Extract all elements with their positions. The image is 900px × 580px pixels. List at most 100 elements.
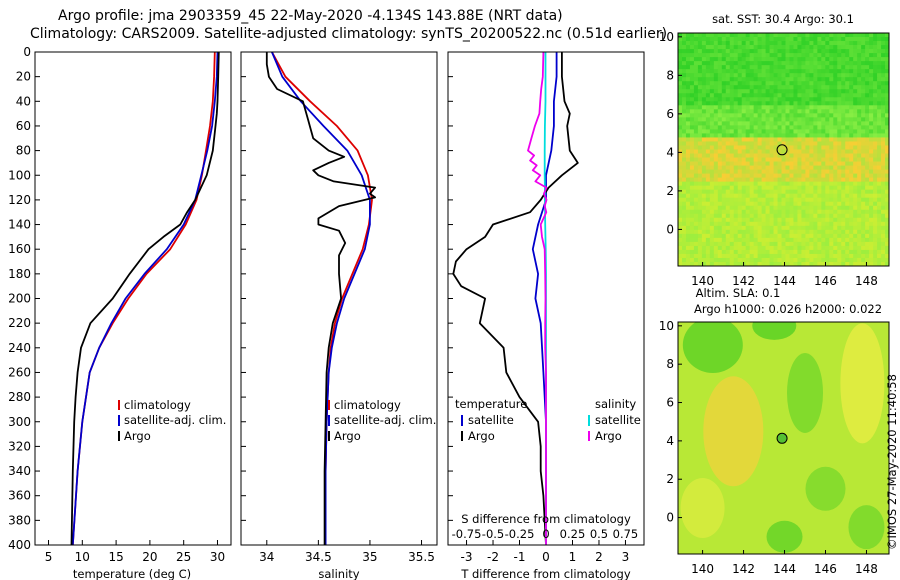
sst-map-cell (761, 121, 766, 126)
sst-map-cell (709, 45, 715, 50)
sst-map-cell (881, 209, 886, 215)
sst-map-cell (869, 33, 874, 38)
sst-map-cell (885, 73, 889, 78)
sst-map-cell (741, 257, 747, 263)
sst-map-cell (685, 209, 691, 215)
sst-map-cell (717, 181, 723, 187)
sst-map-cell (817, 169, 822, 175)
sst-map-cell (837, 261, 842, 266)
sst-map-cell (773, 257, 778, 263)
sst-map-cell (809, 161, 814, 166)
sst-map-cell (693, 233, 699, 239)
sst-map-cell (789, 117, 794, 122)
sst-map-cell (713, 105, 719, 110)
sst-map-cell (713, 221, 719, 227)
sst-map-cell (678, 41, 683, 46)
sst-map-cell (678, 129, 683, 134)
sst-map-cell (793, 261, 798, 266)
sst-map-cell (733, 237, 739, 243)
sst-map-cell (805, 201, 810, 207)
sst-map-cell (765, 65, 770, 70)
sst-map-cell (685, 201, 691, 207)
sst-map-cell (805, 193, 810, 199)
sst-map-cell (829, 33, 834, 38)
sst-map-cell (777, 181, 782, 187)
sst-map-cell (885, 125, 889, 130)
sst-map-cell (769, 145, 774, 150)
sst-map-cell (797, 169, 802, 175)
sst-map-cell (825, 137, 830, 142)
sst-map-cell (813, 177, 818, 183)
sst-map-cell (745, 233, 751, 239)
sst-map-cell (861, 65, 866, 70)
sst-map-cell (805, 185, 810, 191)
sst-map-cell (709, 121, 715, 126)
sst-map-cell (869, 161, 874, 166)
sst-map-cell (753, 201, 759, 207)
sst-map-cell (833, 185, 838, 191)
sst-map-cell (817, 61, 822, 66)
sst-map-cell (761, 125, 766, 130)
sst-map-cell (713, 85, 719, 90)
sst-map-cell (853, 57, 858, 62)
sst-map-cell (841, 153, 846, 158)
sst-map-cell (717, 257, 723, 263)
sst-map-cell (737, 85, 743, 90)
depth-tick-label: 20 (16, 70, 31, 84)
sst-map-cell (861, 137, 866, 142)
sst-map-cell (749, 225, 755, 231)
sst-map-cell (785, 153, 790, 158)
sst-map-cell (737, 161, 743, 166)
sst-map-cell (749, 73, 755, 78)
sst-map-cell (729, 245, 735, 251)
sst-map-cell (709, 149, 715, 154)
difference-secondary-tick-label: 0.25 (560, 527, 586, 541)
sst-map-cell (857, 57, 862, 62)
sst-map-cell (697, 257, 703, 263)
sst-map-cell (833, 257, 838, 263)
sst-map-cell (701, 213, 707, 219)
sst-map-cell (693, 93, 699, 98)
sst-map-cell (717, 173, 723, 179)
sst-map-cell (781, 133, 786, 138)
sst-map-cell (697, 101, 703, 106)
sst-map-cell (705, 97, 711, 102)
sst-map-cell (697, 97, 703, 102)
sst-map-cell (741, 241, 747, 247)
sst-map-cell (829, 105, 834, 110)
sst-map-cell (717, 85, 723, 90)
sst-map-cell (693, 69, 699, 74)
sst-map-cell (833, 217, 838, 223)
difference-legend-temperature-heading: temperature (455, 397, 527, 411)
sst-map-cell (737, 225, 743, 231)
sst-map-cell (829, 101, 834, 106)
sst-map-cell (741, 161, 747, 166)
sst-map-cell (701, 97, 707, 102)
sst-map-cell (753, 229, 759, 235)
sst-map-cell (789, 249, 794, 255)
sst-map-cell (777, 245, 782, 251)
sst-map-cell (885, 241, 889, 247)
sst-map-cell (749, 217, 755, 223)
sst-map-cell (837, 245, 842, 251)
sst-map-cell (689, 109, 695, 114)
sst-map-cell (865, 81, 870, 86)
sst-map-cell (769, 117, 774, 122)
sst-map-cell (801, 209, 806, 215)
sst-map-cell (829, 261, 834, 266)
sst-map-cell (749, 141, 755, 146)
sst-map-cell (701, 89, 707, 94)
sst-map-y-tick-label: 4 (666, 145, 674, 159)
sst-map-cell (721, 49, 727, 54)
sst-map-cell (681, 213, 687, 219)
sst-map-cell (805, 141, 810, 146)
sst-map-cell (781, 109, 786, 114)
sst-map-cell (777, 197, 782, 203)
sst-map-cell (885, 193, 889, 199)
sst-map-cell (809, 177, 814, 183)
sst-map-cell (865, 169, 870, 175)
sst-map-cell (721, 77, 727, 82)
sst-map-cell (678, 241, 683, 247)
sst-map-cell (841, 41, 846, 46)
sst-map-cell (801, 157, 806, 162)
